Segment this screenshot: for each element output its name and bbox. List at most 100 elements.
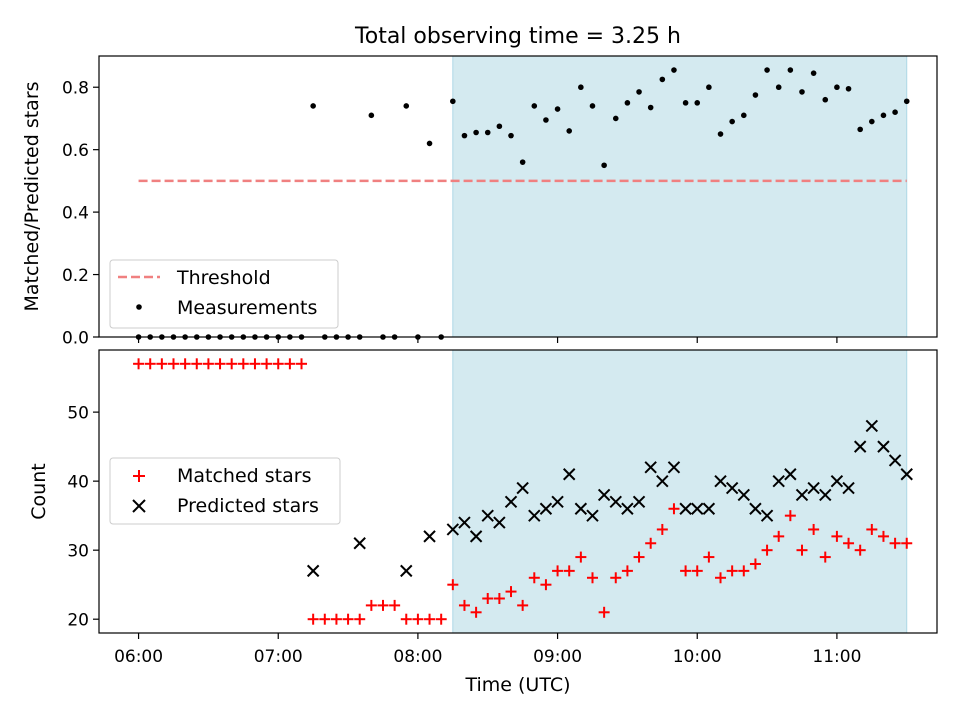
- predicted-star-point-b: [539, 502, 553, 515]
- predicted-star-point: [458, 516, 471, 529]
- measurement-point: [368, 112, 375, 119]
- matched-star-point: [179, 358, 191, 370]
- predicted-star-point-b: [679, 502, 692, 515]
- matched-star-point: [819, 551, 831, 563]
- matched-star-point: [389, 599, 401, 611]
- predicted-star-point: [528, 509, 541, 522]
- matched-star-point: [214, 358, 226, 370]
- predicted-star-point: [702, 502, 716, 515]
- predicted-star-point: [632, 495, 646, 509]
- matched-star-point: [586, 572, 598, 584]
- measurement-point: [869, 118, 875, 125]
- predicted-star-point: [865, 419, 879, 433]
- ratio-panel-frame: [98, 55, 938, 338]
- measurement-point: [578, 84, 584, 91]
- predicted-star-point-b: [353, 537, 366, 550]
- measurement-point: [426, 140, 433, 147]
- matched-star-point: [808, 523, 820, 535]
- predicted-star-point-b: [504, 495, 518, 509]
- matched-star-point: [621, 565, 633, 577]
- ratio-y-tick-label: 0.8: [62, 79, 89, 99]
- matched-star-point: [575, 551, 587, 563]
- measurement-point: [543, 117, 549, 123]
- measurement-point: [764, 67, 770, 73]
- matched-star-point: [761, 544, 773, 556]
- ratio-y-tick-label: 0.6: [62, 141, 89, 161]
- predicted-star-point: [551, 495, 564, 509]
- count-legend-box: [109, 457, 341, 525]
- predicted-star-point-b: [609, 495, 622, 509]
- measurement-point: [461, 132, 468, 139]
- matched-star-point: [296, 358, 308, 370]
- predicted-star-point-b: [702, 502, 716, 515]
- measurement-point: [729, 118, 735, 125]
- predicted-star-point: [597, 488, 611, 502]
- count-x-axis: 06:00 07:00 08:00 09:00 10:00 11:00: [114, 633, 861, 667]
- matched-star-point: [610, 572, 622, 584]
- predicted-star-point: [353, 537, 366, 550]
- matched-star-point: [552, 565, 564, 577]
- predicted-star-point-b: [621, 502, 634, 515]
- predicted-star-point: [504, 495, 518, 509]
- matched-star-point: [773, 530, 785, 542]
- predicted-star-point-b: [795, 488, 809, 502]
- predicted-star-point-b: [772, 474, 785, 488]
- count-x-tick-label: 11:00: [812, 647, 861, 667]
- predicted-star-point-b: [423, 530, 436, 543]
- predicted-star-point-b: [400, 564, 413, 578]
- count-y-axis-label: Count: [28, 463, 50, 519]
- predicted-star-point: [539, 502, 553, 515]
- predicted-star-point-b: [574, 502, 588, 515]
- predicted-star-point: [900, 468, 913, 481]
- measurement-point: [636, 89, 642, 95]
- matched-star-point: [435, 613, 447, 625]
- matched-star-point: [726, 565, 738, 577]
- matched-star-point: [319, 613, 331, 625]
- matched-star-point: [889, 537, 901, 549]
- matched-star-point: [738, 565, 750, 577]
- ratio-panel: 0.00.20.40.60.8 Matched/Predicted stars …: [21, 55, 938, 349]
- matched-star-point: [447, 579, 459, 591]
- predicted-star-point-b: [551, 495, 564, 509]
- matched-star-point: [342, 613, 354, 625]
- measurement-point: [903, 98, 910, 105]
- ratio-y-tick-label: 0.2: [62, 266, 89, 286]
- matched-star-point: [866, 523, 878, 535]
- measurement-point: [845, 85, 852, 92]
- count-x-tick-label: 09:00: [533, 647, 582, 667]
- predicted-star-point: [667, 461, 681, 474]
- matched-star-point: [133, 358, 145, 370]
- predicted-star-point-b: [644, 461, 657, 474]
- predicted-star-point: [621, 502, 634, 515]
- predicted-star-point-b: [900, 468, 913, 481]
- predicted-star-point-b: [656, 474, 669, 488]
- predicted-star-point-b: [807, 481, 820, 495]
- predicted-star-point: [481, 509, 494, 522]
- predicted-star-point: [469, 530, 483, 543]
- predicted-star-point-b: [853, 440, 867, 453]
- matched-star-point: [749, 558, 761, 570]
- predicted-star-point-b: [819, 488, 832, 502]
- predicted-star-point: [760, 509, 774, 522]
- predicted-star-point: [772, 474, 785, 488]
- matched-star-point: [377, 599, 389, 611]
- count-legend: Matched stars Predicted stars: [109, 457, 341, 525]
- matched-star-point: [365, 599, 377, 611]
- matched-star-point: [796, 544, 808, 556]
- measurement-point: [706, 84, 712, 91]
- measurement-point: [671, 67, 677, 73]
- predicted-star-point: [737, 488, 751, 502]
- predicted-star-point: [423, 530, 436, 543]
- predicted-star-point: [807, 481, 820, 495]
- matched-star-point: [330, 613, 342, 625]
- predicted-star-point-b: [528, 509, 541, 522]
- measurement-point: [554, 106, 561, 112]
- count-y-axis: 20 30 40 50: [67, 404, 99, 631]
- matched-star-point: [424, 613, 436, 625]
- matched-star-point: [284, 358, 296, 370]
- legend-threshold-label: Threshold: [176, 267, 271, 289]
- matched-star-point: [645, 537, 657, 549]
- measurement-point: [834, 84, 840, 91]
